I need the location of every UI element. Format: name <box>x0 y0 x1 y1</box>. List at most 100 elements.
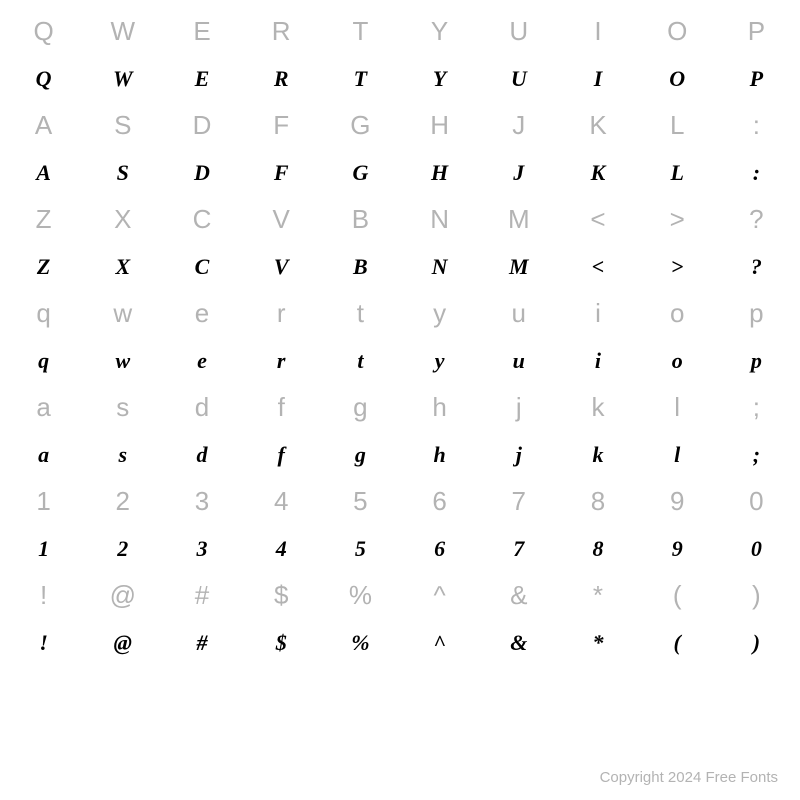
sample-glyph: 3 <box>162 525 241 572</box>
sample-glyph: 0 <box>717 525 796 572</box>
sample-glyph: I <box>558 55 637 102</box>
sample-glyph: V <box>242 243 321 290</box>
sample-glyph: T <box>321 55 400 102</box>
sample-glyph: Y <box>400 55 479 102</box>
reference-glyph: k <box>558 384 637 431</box>
reference-glyph: f <box>242 384 321 431</box>
reference-glyph: * <box>558 572 637 619</box>
reference-glyph: p <box>717 290 796 337</box>
sample-glyph: w <box>83 337 162 384</box>
reference-glyph: & <box>479 572 558 619</box>
sample-glyph: 8 <box>558 525 637 572</box>
reference-glyph: o <box>638 290 717 337</box>
reference-glyph: K <box>558 102 637 149</box>
sample-glyph: j <box>479 431 558 478</box>
reference-glyph: T <box>321 8 400 55</box>
sample-glyph: H <box>400 149 479 196</box>
sample-glyph: D <box>162 149 241 196</box>
sample-glyph: ( <box>638 619 717 666</box>
reference-glyph: H <box>400 102 479 149</box>
character-map-grid: QWERTYUIOPQWERTYUIOPASDFGHJKL:ASDFGHJKL:… <box>0 0 800 666</box>
sample-glyph: l <box>638 431 717 478</box>
reference-glyph: # <box>162 572 241 619</box>
reference-glyph: Z <box>4 196 83 243</box>
sample-glyph: 6 <box>400 525 479 572</box>
reference-glyph: $ <box>242 572 321 619</box>
reference-glyph: B <box>321 196 400 243</box>
reference-glyph: @ <box>83 572 162 619</box>
reference-glyph: y <box>400 290 479 337</box>
sample-glyph: s <box>83 431 162 478</box>
reference-glyph: A <box>4 102 83 149</box>
sample-glyph: q <box>4 337 83 384</box>
sample-glyph: & <box>479 619 558 666</box>
sample-glyph: ! <box>4 619 83 666</box>
sample-glyph: $ <box>242 619 321 666</box>
sample-glyph: C <box>162 243 241 290</box>
sample-glyph: e <box>162 337 241 384</box>
reference-glyph: ) <box>717 572 796 619</box>
sample-glyph: Z <box>4 243 83 290</box>
sample-glyph: X <box>83 243 162 290</box>
reference-glyph: ( <box>638 572 717 619</box>
sample-glyph: 5 <box>321 525 400 572</box>
reference-glyph: ; <box>717 384 796 431</box>
sample-glyph: L <box>638 149 717 196</box>
sample-glyph: 4 <box>242 525 321 572</box>
reference-glyph: 9 <box>638 478 717 525</box>
sample-glyph: K <box>558 149 637 196</box>
reference-glyph: q <box>4 290 83 337</box>
sample-glyph: t <box>321 337 400 384</box>
sample-glyph: 7 <box>479 525 558 572</box>
reference-glyph: Y <box>400 8 479 55</box>
sample-glyph: > <box>638 243 717 290</box>
reference-glyph: ! <box>4 572 83 619</box>
reference-glyph: h <box>400 384 479 431</box>
reference-glyph: E <box>162 8 241 55</box>
reference-glyph: P <box>717 8 796 55</box>
sample-glyph: i <box>558 337 637 384</box>
reference-glyph: 8 <box>558 478 637 525</box>
sample-glyph: A <box>4 149 83 196</box>
reference-glyph: r <box>242 290 321 337</box>
reference-glyph: l <box>638 384 717 431</box>
sample-glyph: F <box>242 149 321 196</box>
reference-glyph: a <box>4 384 83 431</box>
sample-glyph: ; <box>717 431 796 478</box>
reference-glyph: 3 <box>162 478 241 525</box>
sample-glyph: ^ <box>400 619 479 666</box>
reference-glyph: O <box>638 8 717 55</box>
reference-glyph: d <box>162 384 241 431</box>
sample-glyph: E <box>162 55 241 102</box>
sample-glyph: M <box>479 243 558 290</box>
reference-glyph: F <box>242 102 321 149</box>
sample-glyph: % <box>321 619 400 666</box>
sample-glyph: 2 <box>83 525 162 572</box>
reference-glyph: t <box>321 290 400 337</box>
sample-glyph: ? <box>717 243 796 290</box>
reference-glyph: 2 <box>83 478 162 525</box>
sample-glyph: p <box>717 337 796 384</box>
sample-glyph: r <box>242 337 321 384</box>
reference-glyph: I <box>558 8 637 55</box>
reference-glyph: N <box>400 196 479 243</box>
reference-glyph: L <box>638 102 717 149</box>
reference-glyph: G <box>321 102 400 149</box>
sample-glyph: f <box>242 431 321 478</box>
reference-glyph: X <box>83 196 162 243</box>
reference-glyph: 1 <box>4 478 83 525</box>
sample-glyph: k <box>558 431 637 478</box>
reference-glyph: S <box>83 102 162 149</box>
reference-glyph: 5 <box>321 478 400 525</box>
reference-glyph: 7 <box>479 478 558 525</box>
reference-glyph: Q <box>4 8 83 55</box>
reference-glyph: j <box>479 384 558 431</box>
sample-glyph: J <box>479 149 558 196</box>
reference-glyph: > <box>638 196 717 243</box>
reference-glyph: 0 <box>717 478 796 525</box>
reference-glyph: W <box>83 8 162 55</box>
reference-glyph: < <box>558 196 637 243</box>
sample-glyph: 1 <box>4 525 83 572</box>
sample-glyph: O <box>638 55 717 102</box>
reference-glyph: w <box>83 290 162 337</box>
